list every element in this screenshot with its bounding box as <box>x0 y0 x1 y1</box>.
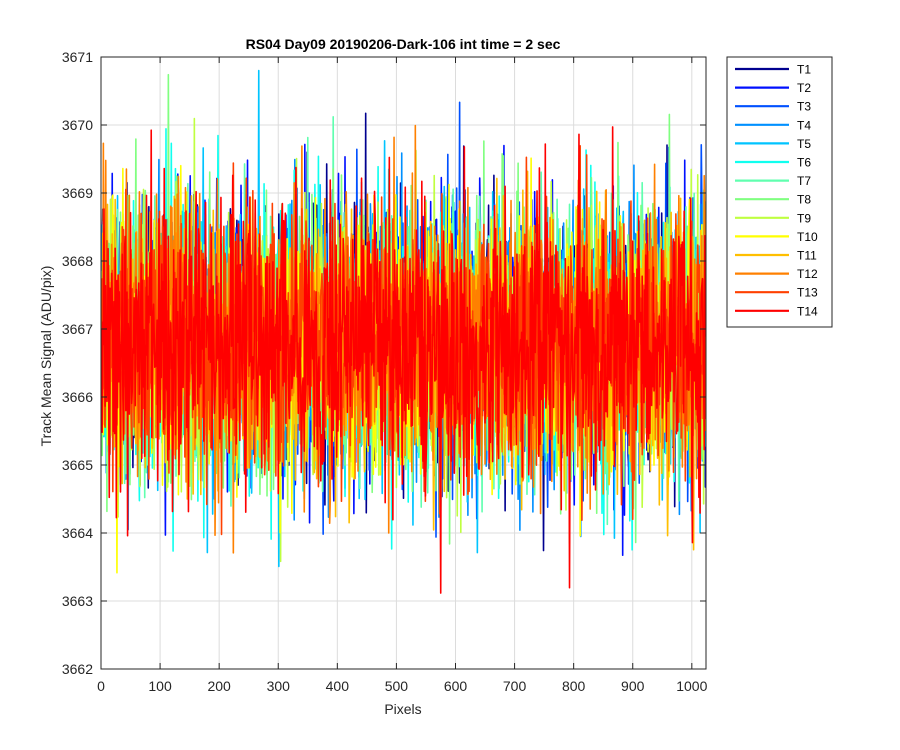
x-tick-label: 300 <box>267 678 291 694</box>
x-tick-label: 600 <box>444 678 468 694</box>
y-tick-label: 3665 <box>62 457 93 473</box>
legend-label: T9 <box>797 211 811 225</box>
y-tick-label: 3670 <box>62 117 93 133</box>
y-tick-label: 3666 <box>62 389 93 405</box>
y-axis: 3662 3663 3664 3665 3666 3667 3668 3669 3670 3671 <box>62 49 706 677</box>
legend-label: T8 <box>797 193 811 207</box>
x-tick-label: 100 <box>148 678 172 694</box>
y-tick-label: 3663 <box>62 593 93 609</box>
legend-label: T5 <box>797 137 811 151</box>
x-tick-label: 500 <box>385 678 409 694</box>
x-tick-label: 900 <box>621 678 645 694</box>
x-axis: 0 100 200 300 400 500 600 700 800 900 1000 <box>97 57 708 694</box>
x-tick-label: 700 <box>503 678 527 694</box>
legend-label: T2 <box>797 81 811 95</box>
legend-label: T3 <box>797 100 811 114</box>
x-tick-label: 0 <box>97 678 105 694</box>
y-tick-label: 3668 <box>62 253 93 269</box>
x-axis-label: Pixels <box>384 701 421 717</box>
y-tick-label: 3667 <box>62 321 93 337</box>
legend-label: T7 <box>797 174 811 188</box>
legend-label: T10 <box>797 230 818 244</box>
x-tick-label: 200 <box>207 678 231 694</box>
legend-label: T12 <box>797 267 818 281</box>
legend-label: T11 <box>797 249 817 263</box>
legend-label: T13 <box>797 286 818 300</box>
y-tick-label: 3671 <box>62 49 93 65</box>
x-tick-label: 800 <box>562 678 586 694</box>
x-tick-label: 1000 <box>676 678 707 694</box>
y-axis-label: Track Mean Signal (ADU/pix) <box>38 266 54 447</box>
series-line-t14 <box>101 126 706 594</box>
legend-label: T4 <box>797 118 811 132</box>
legend: T1 T2 T3 T4 T5 T6 T7 T8 T9 T10 T11 T12 T13 T14 <box>726 56 833 328</box>
y-tick-label: 3664 <box>62 525 93 541</box>
y-tick-label: 3662 <box>62 661 93 677</box>
legend-label: T14 <box>797 304 818 318</box>
y-tick-label: 3669 <box>62 185 93 201</box>
plot-frame <box>100 56 707 670</box>
legend-label: T1 <box>797 63 811 77</box>
series-lines <box>101 69 706 594</box>
legend-label: T6 <box>797 156 811 170</box>
x-tick-label: 400 <box>326 678 350 694</box>
legend-box <box>726 56 833 328</box>
chart-title: RS04 Day09 20190206-Dark-106 int time = … <box>246 36 561 52</box>
